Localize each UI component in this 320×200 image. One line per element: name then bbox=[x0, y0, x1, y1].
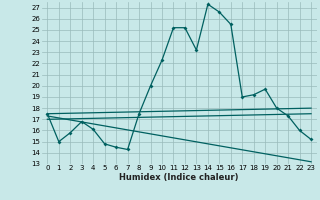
X-axis label: Humidex (Indice chaleur): Humidex (Indice chaleur) bbox=[119, 173, 239, 182]
